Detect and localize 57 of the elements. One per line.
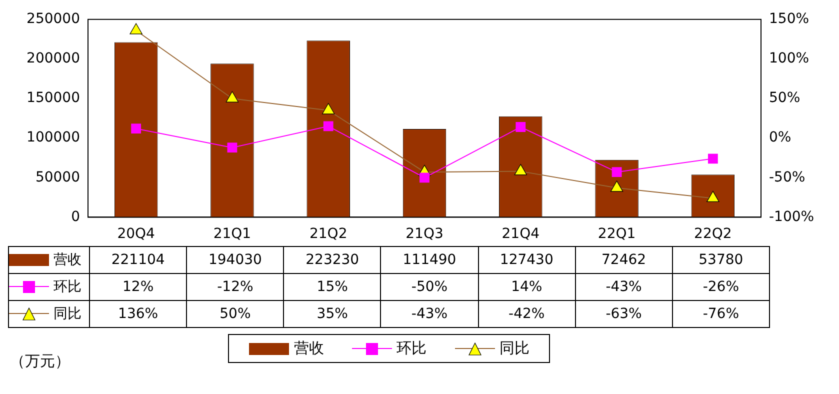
- y2-tick-label: 0%: [769, 130, 792, 146]
- point: [226, 91, 239, 102]
- x-tick-label: 21Q3: [406, 226, 444, 242]
- x-tick-label: 21Q2: [309, 226, 348, 242]
- data-label: 15%: [284, 274, 381, 300]
- point: [612, 167, 622, 178]
- data-label: -50%: [380, 274, 478, 300]
- data-label: 53780: [672, 246, 770, 274]
- text: 环比: [396, 339, 427, 357]
- point: [516, 122, 526, 132]
- y2-tick-label: -50%: [769, 169, 806, 186]
- data-label: 72462: [575, 246, 672, 274]
- data-label: -76%: [672, 300, 770, 328]
- data-label: -63%: [575, 300, 672, 328]
- x-tick-label: 22Q2: [694, 226, 732, 242]
- data-label: 111490: [380, 246, 478, 274]
- y-tick-label: 0: [71, 208, 80, 225]
- data-label: 12%: [90, 274, 187, 300]
- x-tick-label: 22Q1: [598, 226, 636, 242]
- legend-label: 同比: [8, 300, 90, 328]
- y-tick-label: 50000: [35, 169, 80, 186]
- x-tick-label: 21Q1: [213, 226, 252, 242]
- legend-label: 环比: [8, 274, 90, 300]
- y-tick-label: 250000: [26, 11, 80, 28]
- y2-tick-label: 100%: [769, 50, 810, 67]
- data-label: 14%: [478, 274, 576, 300]
- point: [323, 121, 334, 132]
- data-label: 35%: [284, 300, 381, 328]
- y2-tick-label: 50%: [769, 90, 800, 106]
- legend-label: 营收: [8, 246, 90, 274]
- point: [708, 154, 718, 164]
- data-label: -12%: [186, 274, 284, 300]
- text: （万元）: [10, 352, 70, 371]
- data-label: 127430: [478, 246, 576, 274]
- data-label: 223230: [284, 246, 381, 274]
- text: 营收: [294, 339, 324, 357]
- x-tick-label: 21Q4: [502, 226, 540, 242]
- y-tick-label: 100000: [26, 130, 80, 146]
- point: [322, 103, 335, 114]
- data-label: 194030: [186, 246, 284, 274]
- data-label: 136%: [90, 300, 187, 328]
- y2-tick-label: 150%: [769, 11, 810, 28]
- text: 同比: [499, 339, 530, 357]
- point: [227, 142, 238, 153]
- point: [131, 124, 142, 134]
- y-tick-label: 200000: [26, 50, 80, 67]
- data-label: -42%: [478, 300, 576, 328]
- data-label: 221104: [90, 246, 187, 274]
- data-label: 50%: [186, 300, 284, 328]
- x-tick-label: 20Q4: [117, 226, 156, 242]
- y-tick-label: 150000: [26, 90, 80, 106]
- data-label: -43%: [575, 274, 672, 300]
- point: [130, 23, 142, 34]
- y2-tick-label: -100%: [769, 208, 814, 225]
- data-label: -43%: [380, 300, 478, 328]
- point: [420, 172, 430, 183]
- data-label: -26%: [672, 274, 770, 300]
